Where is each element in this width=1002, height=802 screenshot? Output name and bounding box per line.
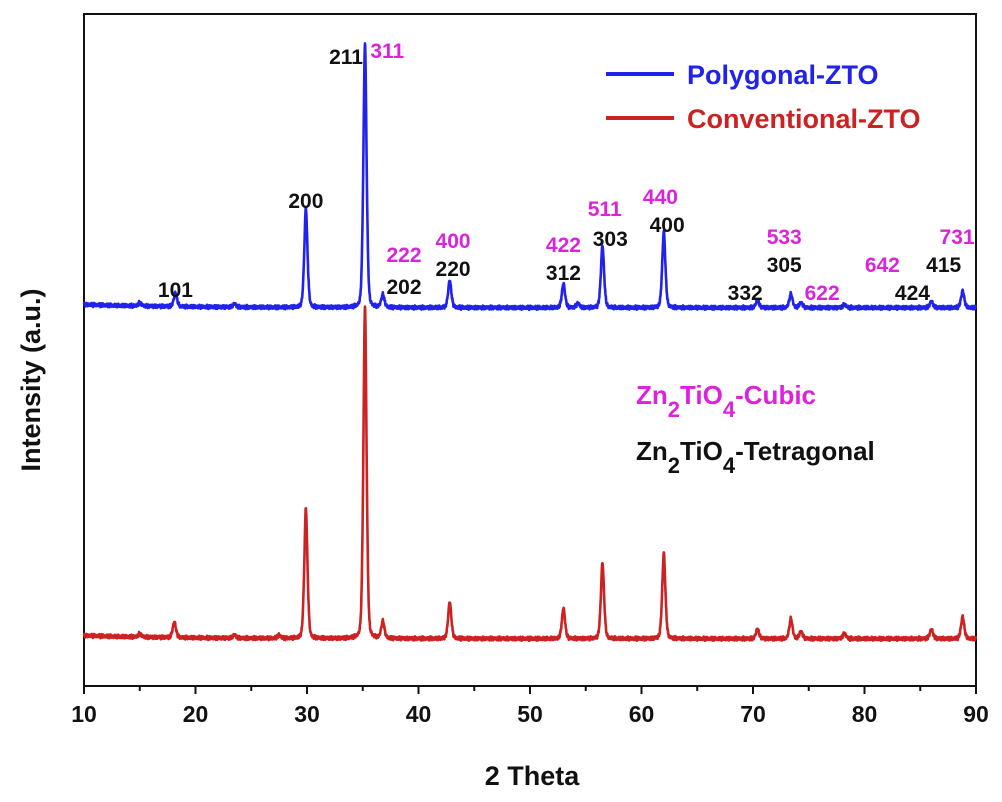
x-tick-label: 60 xyxy=(629,701,655,727)
x-tick-label: 30 xyxy=(294,701,320,727)
x-tick-label: 70 xyxy=(740,701,766,727)
x-tick-label: 90 xyxy=(963,701,989,727)
peak-label: 211 xyxy=(329,46,363,69)
peak-label: 312 xyxy=(546,262,581,285)
x-tick-label: 10 xyxy=(71,701,97,727)
peak-label: 200 xyxy=(288,190,323,213)
peak-label: 642 xyxy=(865,254,900,277)
peak-label: 511 xyxy=(588,198,622,221)
peak-label: 202 xyxy=(386,276,421,299)
series-layer xyxy=(82,42,978,643)
peak-label: 533 xyxy=(767,226,802,249)
x-axis-title: 2 Theta xyxy=(485,761,581,791)
peak-label: 303 xyxy=(593,228,628,251)
series-legend: Polygonal-ZTO Conventional-ZTO xyxy=(606,60,921,134)
phase-legend-cubic: Zn2TiO4-Cubic xyxy=(636,380,816,422)
peak-label: 400 xyxy=(650,214,685,237)
legend-label-1: Conventional-ZTO xyxy=(687,104,921,134)
peak-label: 400 xyxy=(436,230,471,253)
peak-label: 222 xyxy=(386,244,421,267)
series-line-1 xyxy=(82,305,978,643)
peak-label: 424 xyxy=(895,282,930,305)
y-axis-title: Intensity (a.u.) xyxy=(16,288,46,471)
phase-legend-tetragonal: Zn2TiO4-Tetragonal xyxy=(636,436,875,478)
x-tick-label: 50 xyxy=(517,701,543,727)
peak-label: 422 xyxy=(546,234,581,257)
peak-label: 440 xyxy=(643,186,678,209)
legend-label-0: Polygonal-ZTO xyxy=(687,60,879,90)
series-line-0 xyxy=(82,42,978,312)
phase-legend: Zn2TiO4-Cubic Zn2TiO4-Tetragonal xyxy=(636,380,875,478)
peak-label: 622 xyxy=(805,282,840,305)
peak-label: 220 xyxy=(436,258,471,281)
peak-label: 731 xyxy=(940,226,975,249)
peak-label: 305 xyxy=(767,254,802,277)
x-tick-label: 80 xyxy=(852,701,878,727)
x-tick-label: 20 xyxy=(183,701,209,727)
x-axis-ticks: 10 20 30 40 50 60 70 80 90 xyxy=(71,686,989,727)
peak-label: 101 xyxy=(158,279,193,302)
peak-label: 332 xyxy=(728,282,763,305)
peak-labels: 101 200 211 311 222 202 400 220 422 312 511 303 440 4… xyxy=(158,40,975,305)
peak-label: 415 xyxy=(926,254,961,277)
peak-label: 311 xyxy=(370,40,404,63)
x-tick-label: 40 xyxy=(406,701,432,727)
